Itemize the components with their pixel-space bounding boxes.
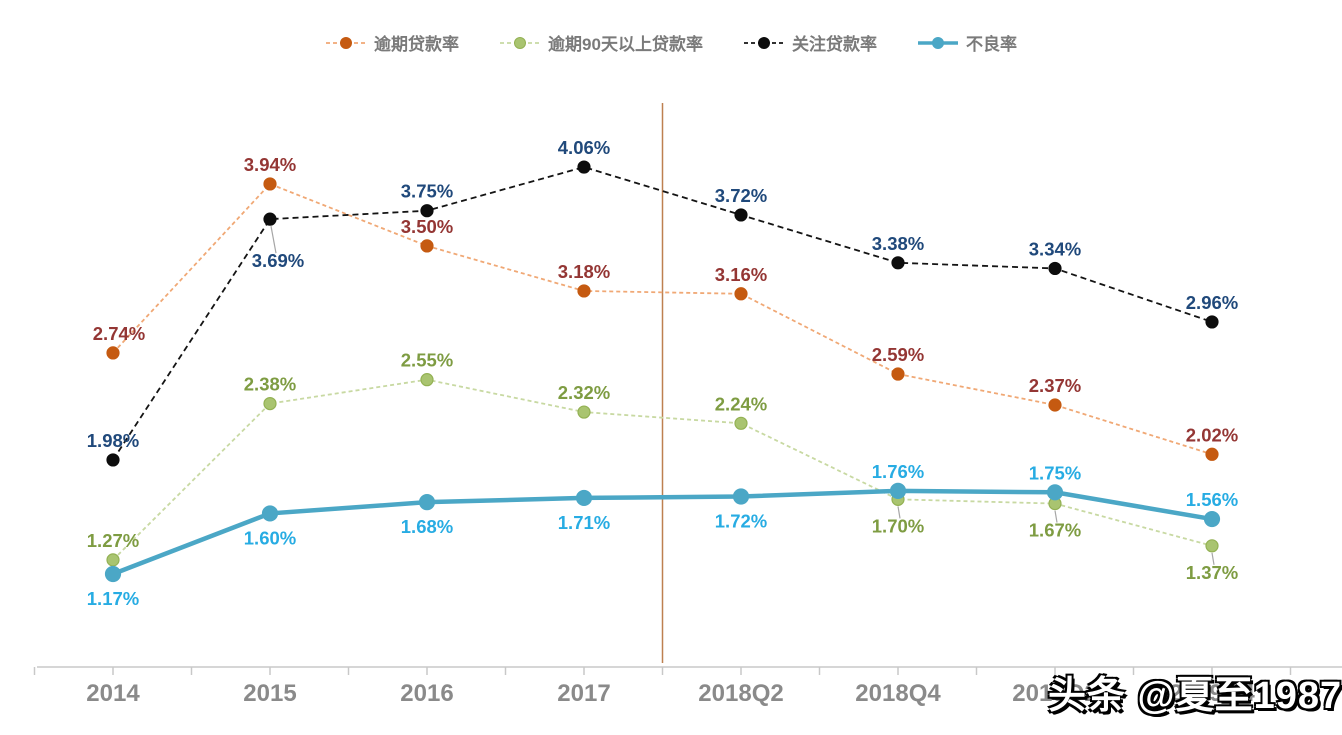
value-label: 3.94%: [244, 154, 296, 175]
series-1-point-2: [420, 373, 434, 387]
value-label: 2.96%: [1186, 292, 1238, 313]
value-label: 3.38%: [872, 233, 924, 254]
value-label: 3.69%: [252, 250, 304, 271]
series-1-point-0: [106, 553, 120, 567]
value-label: 1.27%: [87, 530, 139, 551]
value-label: 2.02%: [1186, 424, 1238, 445]
series-1-point-3: [577, 405, 591, 419]
series-2-point-5: [891, 256, 905, 270]
x-axis-label: 2019Q4: [1169, 680, 1255, 707]
value-label: 1.17%: [87, 588, 139, 609]
value-label: 2.37%: [1029, 375, 1081, 396]
series-line-0: [112, 182, 1213, 456]
value-label: 3.72%: [715, 185, 767, 206]
value-label: 2.24%: [715, 393, 767, 414]
x-axis-label: 2014: [86, 680, 140, 707]
series-1-point-1: [263, 396, 277, 411]
watermark: 头条 @夏至1987: [1048, 675, 1342, 717]
legend: 逾期贷款率 逾期90天以上贷款率 关注贷款率 不良率: [0, 30, 1342, 55]
legend-marker-icon: [743, 36, 784, 49]
value-label: 1.72%: [715, 511, 767, 532]
value-label: 1.56%: [1186, 489, 1238, 510]
series-3-point-3: [575, 489, 593, 507]
value-label: 2.74%: [93, 323, 145, 344]
x-axis-label: 2017: [557, 680, 610, 707]
value-label: 1.75%: [1029, 462, 1081, 483]
series-2-point-6: [1048, 261, 1062, 276]
value-label: 2.32%: [558, 382, 610, 403]
series-0-point-7: [1205, 447, 1219, 461]
legend-marker-icon: [917, 36, 958, 49]
value-label: 1.67%: [1029, 520, 1081, 541]
legend-item-0: 逾期贷款率: [325, 30, 459, 55]
series-1-point-7: [1205, 539, 1219, 553]
value-label: 2.38%: [244, 374, 296, 395]
series-2-point-4: [734, 208, 748, 222]
series-3-point-1: [261, 505, 279, 522]
series-3-point-4: [732, 488, 750, 505]
legend-label: 逾期贷款率: [374, 35, 460, 54]
series-0-point-2: [420, 239, 434, 253]
x-axis-label: 2015: [243, 680, 296, 707]
label-leader: [270, 226, 277, 254]
series-0-point-4: [734, 287, 748, 301]
value-label: 3.50%: [401, 216, 453, 237]
value-label: 3.16%: [715, 264, 767, 285]
legend-label: 逾期90天以上贷款率: [548, 35, 703, 54]
series-line-2: [112, 166, 1213, 461]
series-3-point-2: [418, 494, 436, 511]
series-0-point-6: [1048, 398, 1062, 412]
value-label: 1.76%: [872, 461, 924, 482]
legend-label: 关注贷款率: [791, 35, 877, 54]
value-label: 2.55%: [401, 350, 453, 371]
value-label: 1.70%: [872, 515, 924, 536]
series-2-point-2: [420, 204, 434, 218]
series-0-point-0: [106, 346, 120, 360]
value-label: 1.98%: [87, 430, 139, 451]
label-leader: [897, 506, 901, 519]
value-label: 1.60%: [244, 527, 296, 548]
legend-marker-icon: [500, 36, 541, 49]
x-axis-label: 2018Q2: [698, 680, 783, 707]
x-axis-label: 2019Q2: [1012, 680, 1097, 707]
value-label: 3.75%: [401, 181, 453, 202]
series-0-point-3: [577, 284, 591, 298]
value-label: 3.18%: [558, 261, 610, 282]
x-axis-label: 2018Q4: [855, 680, 941, 707]
series-2-point-1: [263, 212, 277, 226]
series-0-point-5: [891, 367, 905, 381]
series-3-point-7: [1203, 510, 1221, 528]
label-leader: [1211, 552, 1215, 565]
legend-item-3: 不良率: [917, 30, 1017, 55]
value-label: 4.06%: [558, 137, 610, 158]
series-3-point-0: [104, 565, 122, 583]
series-2-point-7: [1205, 315, 1219, 329]
series-line-1: [112, 378, 1213, 561]
legend-label: 不良率: [965, 35, 1017, 54]
series-line-3: [112, 488, 1213, 577]
value-label: 1.37%: [1186, 562, 1238, 583]
legend-item-2: 关注贷款率: [743, 30, 877, 55]
series-3-point-6: [1046, 484, 1064, 501]
value-label: 3.34%: [1029, 238, 1081, 259]
series-3-point-5: [889, 482, 907, 499]
series-2-point-0: [106, 453, 120, 467]
value-label: 1.68%: [401, 516, 453, 537]
label-leader: [1054, 510, 1058, 523]
x-axis-label: 2016: [400, 680, 453, 707]
series-1-point-4: [734, 416, 748, 430]
series-0-point-1: [263, 177, 277, 191]
legend-marker-icon: [326, 36, 367, 49]
value-label: 2.59%: [872, 344, 924, 365]
value-label: 1.71%: [558, 512, 610, 533]
legend-item-1: 逾期90天以上贷款率: [499, 30, 703, 55]
series-2-point-3: [577, 160, 591, 174]
